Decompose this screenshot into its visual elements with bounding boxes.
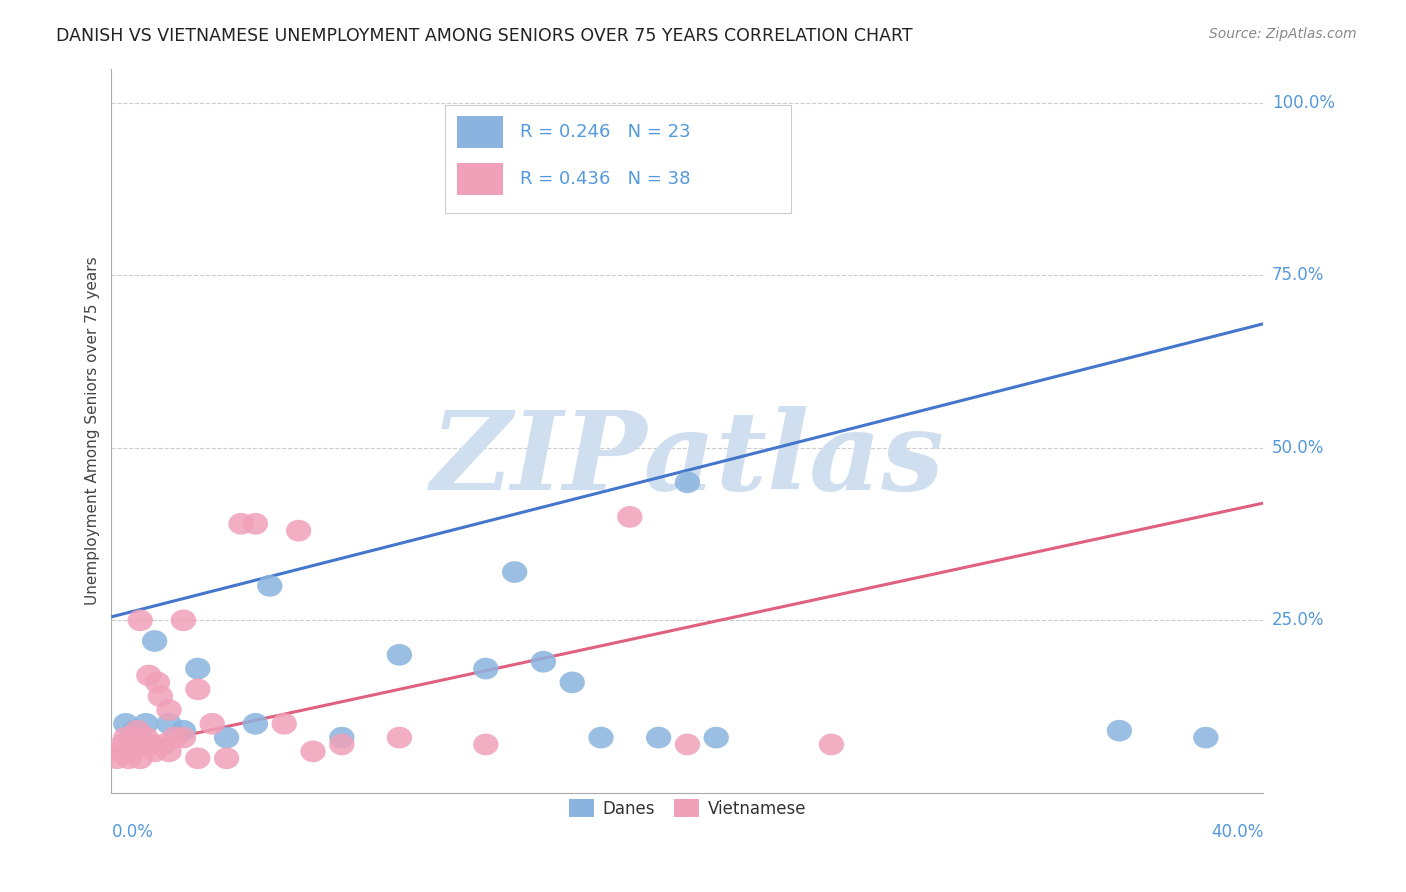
Ellipse shape [474,733,499,756]
Ellipse shape [122,727,148,748]
Ellipse shape [142,630,167,652]
Text: R = 0.436   N = 38: R = 0.436 N = 38 [520,170,690,188]
Text: 50.0%: 50.0% [1272,439,1324,457]
Ellipse shape [162,727,187,748]
Ellipse shape [150,733,176,756]
Ellipse shape [128,609,153,632]
Ellipse shape [112,727,138,748]
Ellipse shape [1107,720,1132,741]
Ellipse shape [257,575,283,597]
Text: ZIPatlas: ZIPatlas [430,406,945,514]
Text: DANISH VS VIETNAMESE UNEMPLOYMENT AMONG SENIORS OVER 75 YEARS CORRELATION CHART: DANISH VS VIETNAMESE UNEMPLOYMENT AMONG … [56,27,912,45]
Ellipse shape [156,699,181,721]
Text: 40.0%: 40.0% [1211,823,1264,841]
Ellipse shape [104,747,129,769]
Ellipse shape [134,713,159,735]
Ellipse shape [145,672,170,693]
Ellipse shape [243,713,269,735]
Text: 0.0%: 0.0% [111,823,153,841]
Ellipse shape [128,747,153,769]
Ellipse shape [120,740,145,763]
Legend: Danes, Vietnamese: Danes, Vietnamese [562,793,813,824]
Ellipse shape [156,713,181,735]
Ellipse shape [387,644,412,665]
FancyBboxPatch shape [457,162,503,195]
FancyBboxPatch shape [446,104,792,213]
Ellipse shape [228,513,253,534]
Ellipse shape [387,727,412,748]
Ellipse shape [107,740,132,763]
Text: 75.0%: 75.0% [1272,267,1324,285]
Ellipse shape [186,747,211,769]
Ellipse shape [156,740,181,763]
Ellipse shape [200,713,225,735]
Ellipse shape [1194,727,1219,748]
Ellipse shape [148,685,173,707]
Ellipse shape [134,727,159,748]
Ellipse shape [617,506,643,528]
Ellipse shape [122,733,148,756]
Ellipse shape [329,733,354,756]
Ellipse shape [474,657,499,680]
Ellipse shape [214,747,239,769]
Ellipse shape [675,472,700,493]
Ellipse shape [136,665,162,686]
Y-axis label: Unemployment Among Seniors over 75 years: Unemployment Among Seniors over 75 years [86,256,100,605]
Ellipse shape [703,727,728,748]
Ellipse shape [675,733,700,756]
Ellipse shape [530,651,557,673]
Ellipse shape [301,740,326,763]
Ellipse shape [214,727,239,748]
Ellipse shape [125,720,150,741]
Text: Source: ZipAtlas.com: Source: ZipAtlas.com [1209,27,1357,41]
Ellipse shape [560,672,585,693]
Ellipse shape [588,727,613,748]
Text: 25.0%: 25.0% [1272,611,1324,630]
Ellipse shape [818,733,844,756]
Ellipse shape [110,733,135,756]
Ellipse shape [502,561,527,582]
Ellipse shape [271,713,297,735]
Ellipse shape [170,727,195,748]
Ellipse shape [243,513,269,534]
Text: R = 0.246   N = 23: R = 0.246 N = 23 [520,123,690,141]
Ellipse shape [112,713,138,735]
FancyBboxPatch shape [457,116,503,148]
Ellipse shape [170,609,195,632]
Ellipse shape [285,520,311,541]
Ellipse shape [139,733,165,756]
Ellipse shape [645,727,671,748]
Ellipse shape [142,740,167,763]
Ellipse shape [186,679,211,700]
Ellipse shape [128,727,153,748]
Ellipse shape [122,720,148,741]
Ellipse shape [186,657,211,680]
Ellipse shape [117,747,142,769]
Ellipse shape [329,727,354,748]
Text: 100.0%: 100.0% [1272,94,1334,112]
Ellipse shape [170,720,195,741]
